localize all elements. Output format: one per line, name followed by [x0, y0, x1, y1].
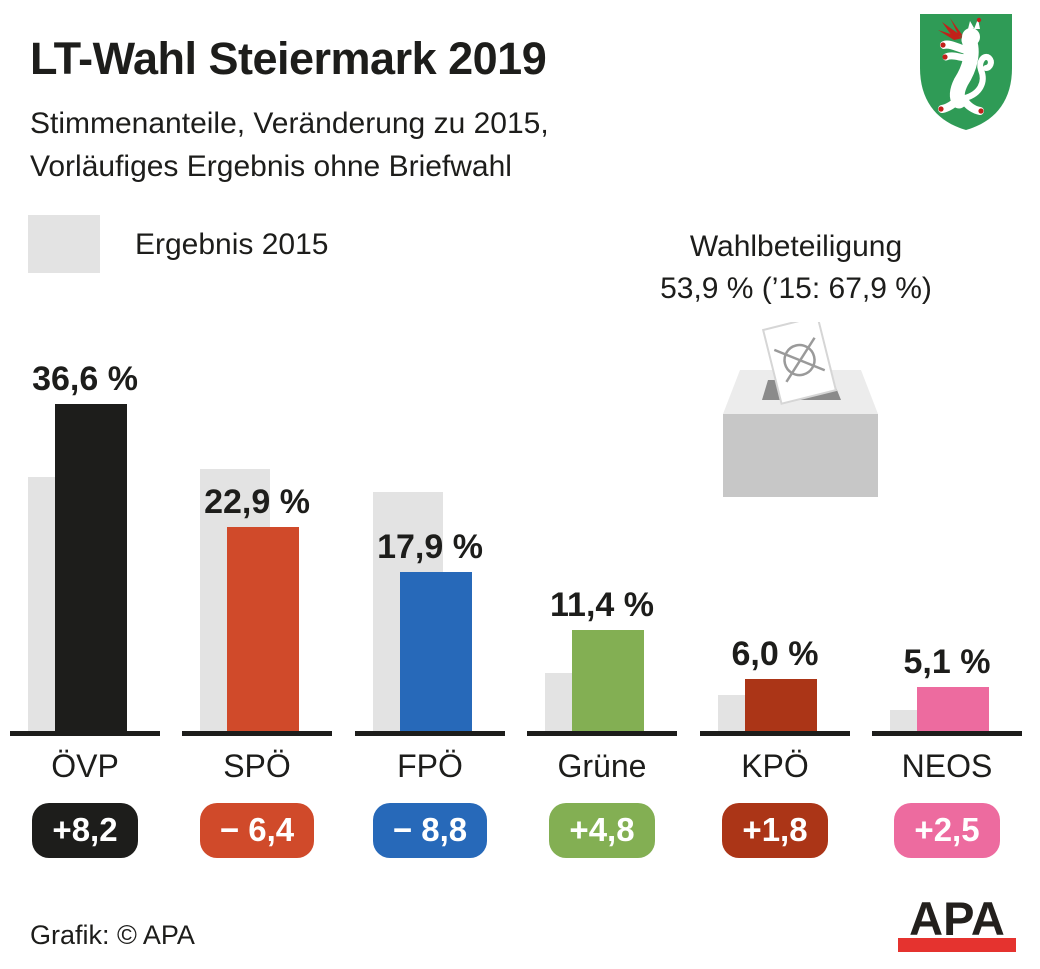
change-badge: +2,5 [894, 803, 1000, 858]
party-label: ÖVP [51, 748, 119, 784]
value-label: 6,0 % [731, 635, 819, 673]
change-badge: +4,8 [549, 803, 655, 858]
bar-2019 [400, 572, 472, 733]
apa-logo: APA [898, 892, 1016, 952]
change-badge: +8,2 [32, 803, 138, 858]
axis-line [182, 731, 332, 736]
credit-text: Grafik: © APA [30, 920, 195, 950]
page-title: LT-Wahl Steiermark 2019 [30, 33, 547, 84]
axis-line [355, 731, 505, 736]
subtitle-line-1: Stimmenanteile, Veränderung zu 2015, [30, 107, 549, 140]
styria-coat-of-arms-icon [916, 10, 1016, 139]
party-label: SPÖ [223, 748, 291, 784]
party-group: 17,9 % FPÖ − 8,8 [355, 0, 505, 969]
party-group: 22,9 % SPÖ − 6,4 [182, 0, 332, 969]
change-badge: +1,8 [722, 803, 828, 858]
axis-line [527, 731, 677, 736]
change-badge: − 6,4 [199, 803, 315, 858]
bar-2019 [55, 404, 127, 733]
turnout-value: 53,9 % (’15: 67,9 %) [660, 272, 932, 305]
value-label: 5,1 % [903, 643, 991, 681]
page-subtitle: Stimmenanteile, Veränderung zu 2015, Vor… [30, 102, 549, 188]
bar-2019 [572, 630, 644, 733]
turnout-title: Wahlbeteiligung [689, 230, 903, 263]
party-label: FPÖ [397, 748, 463, 784]
bar-2019 [745, 679, 817, 733]
party-group: 6,0 % KPÖ +1,8 [700, 0, 850, 969]
apa-logo-bar [898, 938, 1016, 952]
party-label: NEOS [901, 748, 993, 784]
change-badge: − 8,8 [372, 803, 488, 858]
party-group: 36,6 % ÖVP +8,2 [10, 0, 160, 969]
axis-line [700, 731, 850, 736]
value-label: 17,9 % [377, 528, 483, 566]
party-group: 11,4 % Grüne +4,8 [527, 0, 677, 969]
turnout-block: Wahlbeteiligung 53,9 % (’15: 67,9 %) [570, 226, 1022, 310]
subtitle-line-2: Vorläufiges Ergebnis ohne Briefwahl [30, 150, 512, 183]
legend-label: Ergebnis 2015 [135, 228, 329, 261]
value-label: 22,9 % [204, 483, 310, 521]
apa-logo-text: APA [909, 892, 1005, 945]
ballot-box-icon [708, 315, 893, 512]
value-label: 36,6 % [32, 360, 138, 398]
value-label: 11,4 % [550, 586, 654, 624]
party-group: 5,1 % NEOS +2,5 [872, 0, 1022, 969]
bar-2019 [227, 527, 299, 733]
bar-2019 [917, 687, 989, 733]
legend-swatch-2015 [28, 215, 100, 273]
axis-line [872, 731, 1022, 736]
axis-line [10, 731, 160, 736]
party-label: KPÖ [741, 748, 809, 784]
party-label: Grüne [557, 748, 647, 784]
